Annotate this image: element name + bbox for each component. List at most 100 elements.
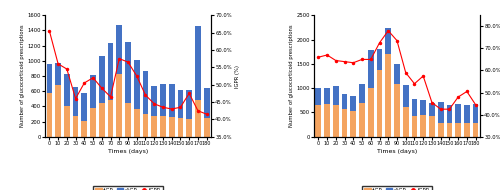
Bar — [359, 84, 365, 103]
IGPR — [82, 82, 87, 84]
Bar — [90, 108, 96, 137]
Bar — [82, 93, 87, 121]
Bar — [350, 96, 356, 111]
Bar — [99, 103, 104, 137]
Bar — [90, 75, 96, 108]
Line: IGPR: IGPR — [318, 30, 476, 110]
Bar — [64, 106, 70, 137]
Y-axis label: Number of glucocorticoid prescriptions: Number of glucocorticoid prescriptions — [288, 25, 294, 127]
IGPR — [195, 110, 201, 112]
X-axis label: Times (days): Times (days) — [108, 149, 148, 154]
Bar — [420, 100, 426, 115]
Bar — [368, 88, 374, 137]
Bar — [342, 109, 347, 137]
Bar — [412, 99, 418, 116]
Bar — [195, 100, 201, 137]
IGPR — [385, 29, 391, 32]
Bar — [169, 117, 174, 137]
Bar — [333, 86, 338, 105]
Bar — [152, 116, 157, 137]
IGPR — [333, 59, 339, 62]
Bar — [204, 88, 210, 118]
Bar — [72, 87, 78, 116]
Bar — [178, 118, 184, 137]
Bar — [464, 105, 469, 123]
Bar — [134, 60, 140, 109]
Bar — [324, 104, 330, 137]
Bar — [178, 90, 184, 118]
Bar — [420, 115, 426, 137]
IGPR — [64, 68, 70, 70]
Bar — [446, 123, 452, 137]
Bar — [160, 84, 166, 116]
IGPR — [72, 97, 78, 100]
Bar — [56, 63, 61, 85]
IGPR — [420, 75, 426, 77]
Bar — [403, 107, 408, 137]
Y-axis label: IGPR (%): IGPR (%) — [234, 64, 240, 88]
Bar — [359, 103, 365, 137]
Bar — [316, 88, 321, 105]
IGPR — [464, 90, 470, 93]
Bar — [56, 85, 61, 137]
Bar — [72, 116, 78, 137]
IGPR — [134, 75, 140, 77]
IGPR — [324, 54, 330, 56]
Bar — [125, 103, 131, 137]
Bar — [108, 100, 114, 137]
IGPR — [446, 108, 452, 110]
IGPR — [125, 61, 131, 63]
Bar — [394, 84, 400, 137]
Bar — [46, 64, 52, 93]
IGPR — [55, 63, 61, 65]
IGPR — [402, 72, 408, 74]
IGPR — [151, 103, 157, 105]
Bar — [456, 104, 461, 123]
Bar — [376, 70, 382, 137]
Bar — [412, 116, 418, 137]
IGPR — [99, 87, 105, 89]
Bar — [108, 43, 114, 100]
Bar — [342, 93, 347, 109]
Bar — [368, 50, 374, 88]
Bar — [134, 109, 140, 137]
Y-axis label: Number of glucocorticoid prescriptions: Number of glucocorticoid prescriptions — [20, 25, 24, 127]
IGPR — [316, 56, 322, 58]
Bar — [142, 114, 148, 137]
Bar — [142, 71, 148, 114]
Bar — [403, 85, 408, 107]
Bar — [350, 111, 356, 137]
Bar — [386, 54, 391, 137]
Legend: ᵀIGP, ᵀAGP, IGPR: ᵀIGP, ᵀAGP, IGPR — [93, 186, 163, 190]
Bar — [473, 104, 478, 123]
Bar — [169, 84, 174, 117]
IGPR — [368, 58, 374, 61]
Bar — [473, 123, 478, 137]
IGPR — [350, 62, 356, 64]
IGPR — [342, 60, 347, 63]
Bar — [438, 102, 444, 123]
IGPR — [168, 108, 174, 110]
Legend: ᵀIGP, ᵀAGP, IGPR: ᵀIGP, ᵀAGP, IGPR — [362, 186, 432, 190]
IGPR — [108, 96, 114, 98]
IGPR — [116, 58, 122, 60]
Bar — [125, 42, 131, 103]
IGPR — [178, 106, 184, 108]
IGPR — [142, 94, 148, 96]
Line: IGPR: IGPR — [48, 30, 207, 115]
Bar — [186, 90, 192, 119]
IGPR — [90, 77, 96, 79]
Bar — [446, 105, 452, 123]
Bar — [152, 86, 157, 116]
Bar — [46, 93, 52, 137]
Bar — [324, 88, 330, 104]
IGPR — [160, 106, 166, 108]
IGPR — [204, 113, 210, 115]
Bar — [429, 103, 435, 116]
IGPR — [412, 83, 418, 85]
Bar — [386, 28, 391, 54]
Bar — [160, 116, 166, 137]
Bar — [64, 74, 70, 106]
IGPR — [394, 40, 400, 42]
IGPR — [455, 96, 461, 98]
